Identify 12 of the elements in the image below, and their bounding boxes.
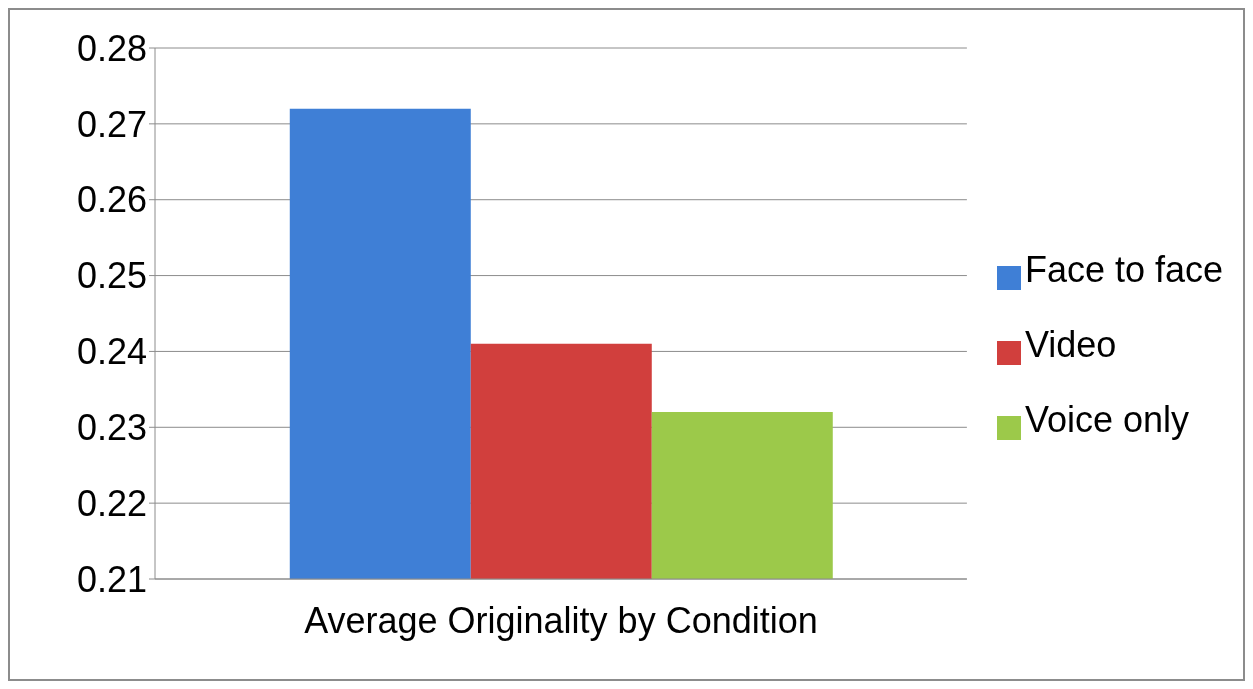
y-tick-label: 0.28: [76, 27, 147, 69]
y-tick-label: 0.24: [76, 331, 147, 373]
y-tick-label: 0.22: [76, 482, 147, 524]
x-tick-label: Average Originality by Condition: [304, 599, 818, 641]
y-tick-label: 0.25: [76, 255, 147, 297]
y-tick-label: 0.21: [76, 558, 147, 600]
y-tick-label: 0.23: [76, 407, 147, 449]
legend-label: Video: [1024, 324, 1117, 365]
y-tick-label: 0.27: [76, 103, 147, 145]
legend-label: Voice only: [1024, 399, 1189, 440]
y-tick-label: 0.26: [76, 179, 147, 221]
legend-label: Face to face: [1024, 249, 1223, 290]
